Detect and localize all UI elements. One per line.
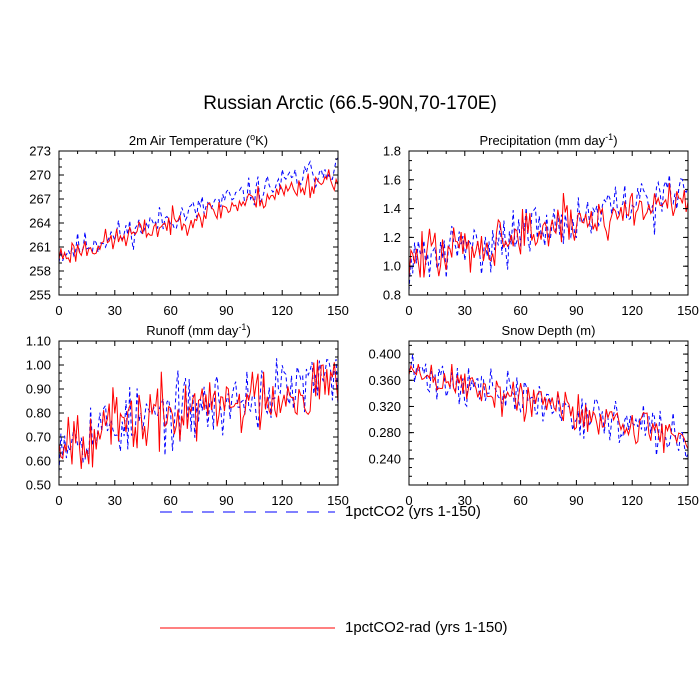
x-tick-label: 150 bbox=[327, 303, 349, 318]
y-tick-label: 0.320 bbox=[368, 399, 401, 414]
y-tick-label: 261 bbox=[29, 240, 51, 255]
series-line-1pctCO2-rad bbox=[59, 359, 338, 469]
y-tick-label: 270 bbox=[29, 168, 51, 183]
y-tick-label: 255 bbox=[29, 288, 51, 303]
y-tick-label: 258 bbox=[29, 264, 51, 279]
x-tick-label: 30 bbox=[108, 303, 122, 318]
y-tick-label: 0.90 bbox=[26, 382, 51, 397]
x-tick-label: 30 bbox=[458, 303, 472, 318]
panels-group: 2m Air Temperature (oK) 0 30 60 90 120 150 255 2… bbox=[26, 132, 699, 508]
x-tick-label: 60 bbox=[163, 493, 177, 508]
x-tick-label: 30 bbox=[108, 493, 122, 508]
series-line-1pctCO2-rad bbox=[59, 169, 338, 263]
x-tick-label: 120 bbox=[271, 303, 293, 318]
y-tick-label: 0.240 bbox=[368, 451, 401, 466]
chart-panel-0: 2m Air Temperature (oK) 0 30 60 90 120 150 255 2… bbox=[29, 132, 349, 318]
x-tick-label: 60 bbox=[513, 493, 527, 508]
x-tick-label: 30 bbox=[458, 493, 472, 508]
plot-frame bbox=[408, 150, 689, 296]
y-tick-label: 1.00 bbox=[26, 358, 51, 373]
y-tick-label: 0.80 bbox=[26, 406, 51, 421]
x-tick-label: 120 bbox=[621, 303, 643, 318]
x-tick-label: 0 bbox=[405, 303, 412, 318]
x-tick-label: 90 bbox=[569, 493, 583, 508]
y-tick-label: 1.0 bbox=[383, 259, 401, 274]
x-tick-label: 90 bbox=[569, 303, 583, 318]
y-tick-label: 1.8 bbox=[383, 144, 401, 159]
y-tick-label: 1.6 bbox=[383, 172, 401, 187]
series-line-1pctCO2 bbox=[59, 157, 338, 263]
x-tick-label: 0 bbox=[55, 303, 62, 318]
y-tick-label: 267 bbox=[29, 192, 51, 207]
figure-title: Russian Arctic (66.5-90N,70-170E) bbox=[203, 93, 497, 114]
legend-lines bbox=[160, 511, 335, 629]
y-tick-label: 0.400 bbox=[368, 347, 401, 362]
y-tick-label: 1.10 bbox=[26, 334, 51, 349]
series-line-1pctCO2 bbox=[409, 174, 688, 291]
x-tick-label: 90 bbox=[219, 493, 233, 508]
y-tick-label: 264 bbox=[29, 216, 51, 231]
panel-title: 2m Air Temperature (oK) bbox=[129, 132, 268, 148]
series-line-1pctCO2-rad bbox=[409, 363, 688, 454]
x-tick-label: 60 bbox=[163, 303, 177, 318]
x-tick-label: 120 bbox=[621, 493, 643, 508]
y-tick-label: 0.50 bbox=[26, 478, 51, 493]
legend-label-1pctCO2: 1pctCO2 (yrs 1-150) bbox=[345, 503, 481, 520]
x-tick-label: 60 bbox=[513, 303, 527, 318]
x-tick-label: 90 bbox=[219, 303, 233, 318]
x-tick-label: 150 bbox=[677, 303, 699, 318]
panel-title: Precipitation (mm day-1) bbox=[479, 132, 617, 148]
series-line-1pctCO2 bbox=[59, 358, 338, 473]
y-tick-label: 1.2 bbox=[383, 230, 401, 245]
x-tick-label: 150 bbox=[327, 493, 349, 508]
x-tick-label: 0 bbox=[55, 493, 62, 508]
y-tick-label: 273 bbox=[29, 144, 51, 159]
chart-panel-1: Precipitation (mm day-1) 0 30 60 90 120 150 0.8… bbox=[383, 132, 699, 318]
plot-frame bbox=[408, 340, 689, 486]
y-tick-label: 0.60 bbox=[26, 454, 51, 469]
panel-title: Runoff (mm day-1) bbox=[146, 322, 251, 338]
x-tick-label: 120 bbox=[271, 493, 293, 508]
legend-label-1pctCO2-rad: 1pctCO2-rad (yrs 1-150) bbox=[345, 619, 508, 636]
chart-panel-3: Snow Depth (m) 0 30 60 90 120 150 0.240 0.280 0.3… bbox=[368, 323, 698, 508]
plot-frame bbox=[58, 150, 339, 296]
panel-title: Snow Depth (m) bbox=[502, 323, 596, 338]
y-tick-label: 0.360 bbox=[368, 373, 401, 388]
x-tick-label: 0 bbox=[405, 493, 412, 508]
y-tick-label: 0.70 bbox=[26, 430, 51, 445]
y-tick-label: 1.4 bbox=[383, 201, 401, 216]
y-tick-label: 0.280 bbox=[368, 425, 401, 440]
y-tick-label: 0.8 bbox=[383, 288, 401, 303]
series-line-1pctCO2-rad bbox=[409, 182, 688, 279]
x-tick-label: 150 bbox=[677, 493, 699, 508]
chart-panel-2: Runoff (mm day-1) 0 30 60 90 120 150 0.50 0.60 0.… bbox=[26, 322, 349, 508]
